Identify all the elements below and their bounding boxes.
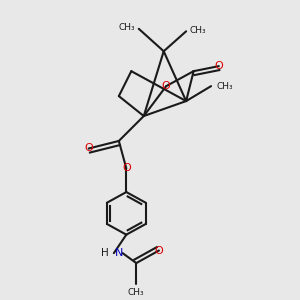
Text: H: H (100, 248, 108, 258)
Text: CH₃: CH₃ (128, 288, 145, 297)
Text: O: O (162, 81, 171, 91)
Text: N: N (115, 248, 124, 258)
Text: O: O (85, 143, 93, 153)
Text: CH₃: CH₃ (118, 23, 135, 32)
Text: CH₃: CH₃ (216, 82, 233, 91)
Text: O: O (122, 164, 131, 173)
Text: O: O (214, 61, 223, 71)
Text: CH₃: CH₃ (190, 26, 206, 34)
Text: O: O (154, 246, 163, 256)
